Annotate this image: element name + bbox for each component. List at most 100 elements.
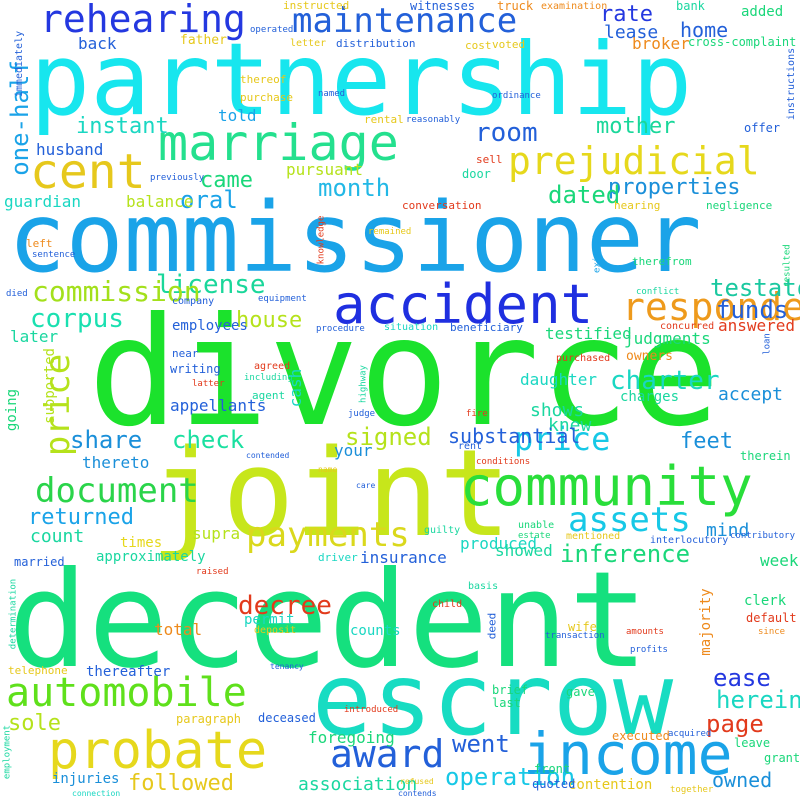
word-driver: driver — [318, 551, 358, 564]
word-went: operation — [445, 763, 576, 791]
word-tenancy: tenancy — [270, 662, 304, 671]
word-document: price — [514, 420, 611, 458]
word-herein: page — [706, 710, 764, 738]
word-signed: share — [70, 426, 143, 454]
word-wife: wife — [568, 620, 597, 634]
word-executed: executed — [612, 729, 670, 743]
word-basis: basis — [468, 581, 499, 592]
word-escrow: escrow — [312, 641, 674, 758]
word-therefrom: therefrom — [632, 255, 692, 268]
word-determination: determination — [8, 578, 19, 650]
word-employees: later — [10, 327, 59, 346]
word-daughter: knew — [548, 415, 592, 436]
word-sell: sell — [476, 153, 503, 166]
word-child: child — [432, 599, 463, 610]
word-profits: profits — [630, 645, 668, 655]
word-rent: rent — [458, 441, 483, 452]
word-gave: gave — [566, 685, 595, 699]
word-award: document — [35, 471, 199, 511]
word-refused: refused — [400, 777, 434, 786]
word-income: income — [523, 720, 733, 788]
word-left: left — [26, 237, 53, 250]
word-community: community — [460, 455, 753, 518]
word-counts: counts — [350, 623, 401, 639]
word-thereof: thereof — [240, 73, 287, 86]
word-cost: cost — [465, 39, 492, 52]
word-father: father — [180, 33, 227, 48]
word-granting: granting — [764, 751, 800, 765]
word-decedent: decedent — [8, 544, 649, 698]
word-thereafter: thereafter — [86, 664, 171, 680]
word-cross-complaint: cross-complaint — [688, 35, 797, 49]
word-remained: remained — [368, 227, 412, 237]
word-produced: mind — [706, 520, 750, 541]
word-clerk: clerk — [744, 593, 787, 609]
word-added: added — [741, 4, 784, 20]
word-deceased: deceased — [258, 711, 316, 725]
word-lease: home — [680, 18, 729, 42]
word-highway: highway — [358, 365, 369, 403]
word-agreed: agreed — [254, 361, 291, 372]
word-care: care — [356, 481, 376, 490]
word-telephone: telephone — [8, 664, 68, 677]
word-one-half: sole — [8, 711, 61, 736]
word-contends: contends — [398, 789, 437, 798]
word-unable: unable — [518, 520, 555, 531]
word-funds: testator — [710, 274, 800, 302]
word-count: count — [30, 526, 85, 547]
word-contributory: contributory — [730, 531, 796, 541]
word-later: house — [236, 308, 303, 333]
word-home: rate — [600, 2, 653, 27]
word-amounts: amounts — [626, 627, 664, 637]
word-majority: majority — [698, 588, 714, 656]
word-house: told — [218, 106, 257, 125]
word-broker: lease — [604, 22, 659, 43]
word-beneficiary: beneficiary — [450, 321, 523, 334]
word-knowledge: knowledge — [316, 215, 327, 265]
word-hospital: produced — [460, 534, 538, 553]
word-front: front — [534, 762, 571, 776]
word-payments: payments — [246, 515, 410, 555]
word-oral: respondents — [622, 285, 800, 329]
word-rate: dated — [548, 181, 621, 209]
word-bank: bank — [676, 0, 705, 13]
word-instructions: instructions — [786, 47, 797, 121]
word-procedure: procedure — [316, 324, 365, 334]
word-your: substantial — [448, 424, 581, 448]
word-testified: answered — [718, 316, 796, 335]
word-judgments: charges — [620, 389, 680, 405]
word-week: week — [760, 551, 799, 570]
word-automobile: automobile — [6, 670, 247, 716]
word-testator: corpus — [30, 304, 124, 334]
word-inference: returned — [28, 505, 134, 530]
word-offer: offer — [744, 121, 781, 135]
word-rental: rental — [364, 113, 404, 126]
word-page: went — [452, 730, 510, 758]
word-association: followed — [128, 771, 234, 796]
word-married: married — [14, 555, 65, 569]
word-agent: agent — [252, 389, 286, 402]
word-fire: fire — [466, 409, 488, 419]
word-ordinance: ordinance — [492, 91, 541, 101]
word-conditions: conditions — [476, 457, 531, 467]
word-existed: existed — [592, 235, 603, 273]
word-answered: judgments — [624, 329, 711, 348]
word-cash: cash — [286, 368, 305, 408]
word-therein: therein — [740, 449, 791, 463]
word-joint: joint — [150, 425, 512, 564]
word-marriage: marriage — [158, 114, 399, 172]
word-name: name — [318, 465, 338, 474]
word-commission: license — [156, 270, 266, 300]
word-decree: owned — [712, 768, 773, 792]
word-showed: showed — [495, 541, 553, 560]
word-mentioned: mentioned — [566, 531, 621, 542]
word-appellants: employees — [172, 318, 248, 334]
word-guardian: husband — [36, 140, 104, 159]
word-guilty: guilty — [424, 525, 461, 536]
word-died: died — [6, 289, 28, 299]
word-partnership: partnership — [30, 21, 693, 138]
word-raised: raised — [196, 567, 229, 577]
word-acquired: acquired — [668, 729, 712, 739]
word-connection: connection — [72, 789, 121, 798]
